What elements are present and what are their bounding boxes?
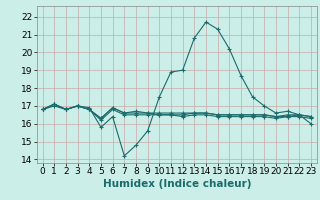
X-axis label: Humidex (Indice chaleur): Humidex (Indice chaleur) <box>102 179 251 189</box>
